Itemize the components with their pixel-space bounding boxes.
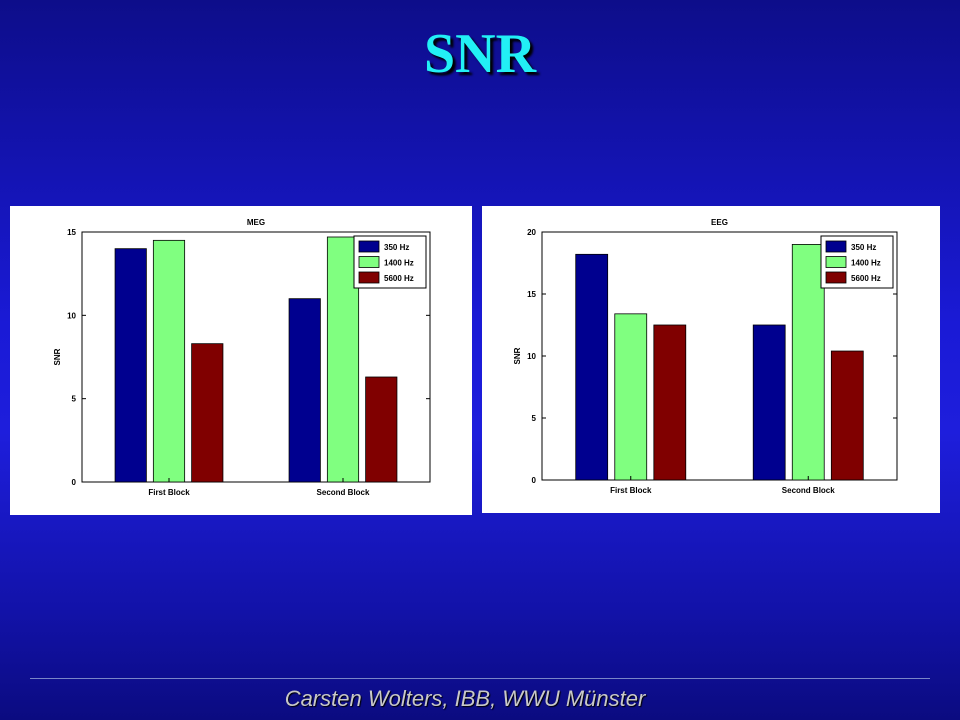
eeg-chart-title: EEG bbox=[711, 218, 728, 227]
meg-y-tick-label: 5 bbox=[72, 395, 77, 404]
eeg-bar-350hz-2 bbox=[752, 324, 786, 481]
meg-legend-label: 350 Hz bbox=[384, 243, 409, 252]
meg-bar-chart: MEG 0 5 10 15 SNR First Block Second Block 350 H… bbox=[53, 218, 431, 497]
meg-y-tick-label: 0 bbox=[72, 478, 77, 487]
meg-y-tick-label: 15 bbox=[67, 228, 76, 237]
eeg-x-tick-label: First Block bbox=[610, 486, 652, 495]
eeg-bar-1400hz-2 bbox=[791, 244, 825, 481]
eeg-legend-label: 5600 Hz bbox=[851, 274, 881, 283]
eeg-bar-5600hz-2 bbox=[830, 350, 864, 481]
eeg-y-tick-label: 20 bbox=[527, 228, 536, 237]
meg-bar-5600hz-1 bbox=[191, 343, 224, 483]
footer-credit: Carsten Wolters, IBB, WWU Münster bbox=[284, 686, 646, 711]
meg-bar-350hz-2 bbox=[288, 298, 321, 483]
eeg-y-tick-label: 15 bbox=[527, 290, 536, 299]
meg-chart-panel: MEG 0 5 10 15 SNR First Block Second Block 350 H… bbox=[10, 206, 472, 515]
meg-bar-1400hz-1 bbox=[152, 239, 186, 483]
meg-y-tick-label: 10 bbox=[67, 311, 76, 320]
meg-legend-swatch bbox=[358, 256, 380, 268]
eeg-x-tick-label: Second Block bbox=[782, 486, 835, 495]
meg-x-tick-label: Second Block bbox=[317, 488, 370, 497]
meg-axes-frame bbox=[81, 231, 431, 483]
eeg-legend-swatch bbox=[825, 240, 847, 253]
meg-x-tick-label: First Block bbox=[148, 488, 190, 497]
eeg-y-axis-label: SNR bbox=[513, 347, 522, 364]
eeg-y-tick-label: 5 bbox=[532, 414, 537, 423]
eeg-bar-1400hz-1 bbox=[614, 313, 648, 481]
eeg-legend-label: 350 Hz bbox=[851, 243, 876, 252]
meg-legend-swatch bbox=[358, 240, 380, 253]
meg-bar-5600hz-2 bbox=[365, 376, 398, 483]
meg-legend-label: 5600 Hz bbox=[384, 274, 414, 283]
meg-bar-350hz-1 bbox=[114, 248, 147, 483]
meg-legend-label: 1400 Hz bbox=[384, 259, 414, 268]
meg-y-axis-label: SNR bbox=[53, 348, 62, 365]
eeg-legend-label: 1400 Hz bbox=[851, 259, 881, 268]
eeg-legend-swatch bbox=[825, 271, 847, 284]
slide-title: SNR bbox=[423, 23, 537, 85]
footer-divider bbox=[30, 678, 930, 679]
eeg-chart-panel: EEG 0 5 10 15 20 SNR First Block Second Block 350… bbox=[482, 206, 940, 513]
meg-bar-1400hz-2 bbox=[326, 236, 360, 483]
meg-legend-swatch bbox=[358, 271, 380, 284]
eeg-y-tick-label: 10 bbox=[527, 352, 536, 361]
eeg-bar-350hz-1 bbox=[575, 253, 609, 481]
eeg-legend-swatch bbox=[825, 256, 847, 268]
eeg-bar-5600hz-1 bbox=[653, 324, 687, 481]
eeg-bar-chart: EEG 0 5 10 15 20 SNR First Block Second Block 350… bbox=[513, 218, 898, 495]
meg-chart-title: MEG bbox=[247, 218, 265, 227]
eeg-y-tick-label: 0 bbox=[532, 476, 537, 485]
